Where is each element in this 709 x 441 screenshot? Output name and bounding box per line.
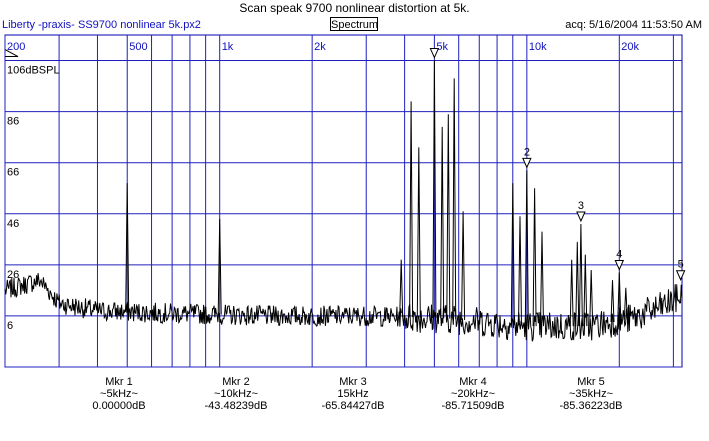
marker-triangle <box>675 270 686 281</box>
marker-value: -85.36223dB <box>559 400 623 412</box>
marker-number: 2 <box>524 146 530 158</box>
peak-line <box>578 223 583 327</box>
y-tick-label: 66 <box>7 167 19 179</box>
x-tick-label: 1k <box>222 41 234 53</box>
x-tick-label: 500 <box>129 41 147 53</box>
peak-line <box>569 259 574 327</box>
peak-line <box>589 269 594 326</box>
marker-triangle <box>576 211 586 223</box>
marker-triangle <box>614 260 625 271</box>
peak-line <box>540 231 544 327</box>
marker-frequency: ~35kHz~ <box>568 388 614 400</box>
peak-line <box>416 147 421 318</box>
peak-line <box>125 183 130 312</box>
x-tick-label: 10k <box>529 41 547 53</box>
x-tick-label: 5k <box>436 41 448 53</box>
peak-line <box>610 280 615 323</box>
marker-number: 3 <box>578 200 584 212</box>
peak-line <box>518 216 522 326</box>
spectrum-button[interactable]: Spectrum <box>330 17 379 31</box>
marker-frequency: ~20kHz~ <box>450 388 496 400</box>
marker-triangle <box>522 157 532 169</box>
peak-line <box>524 170 529 327</box>
marker-3-readout: Mkr 3 15kHz -65.84427dB <box>298 376 408 412</box>
marker-readouts: Mkr 1 ~5kHz~ 0.00000dB Mkr 2 ~10kHz~ -43… <box>0 376 709 436</box>
marker-value: 0.00000dB <box>92 400 146 412</box>
x-tick-label: 200 <box>7 41 25 53</box>
x-tick-label: 2k <box>314 41 326 53</box>
marker-frequency: ~10kHz~ <box>213 388 259 400</box>
file-name: SS9700 nonlinear 5k.px2 <box>78 19 201 31</box>
marker-number: 4 <box>616 249 622 261</box>
y-tick-label: 46 <box>7 218 19 230</box>
marker-label: Mkr 3 <box>339 376 367 388</box>
peak-line <box>446 114 451 319</box>
y-tick-label: 106dBSPL <box>7 65 60 77</box>
marker-label: Mkr 2 <box>222 376 250 388</box>
app-name: Liberty -praxis- <box>2 19 75 31</box>
marker-value: -65.84427dB <box>321 400 385 412</box>
chart-title: Scan speak 9700 nonlinear distortion at … <box>239 1 470 15</box>
marker-frequency: ~5kHz~ <box>100 388 138 400</box>
y-tick-label: 6 <box>7 320 13 332</box>
marker-triangle <box>429 48 440 59</box>
peak-line <box>452 78 457 320</box>
peak-line <box>399 259 404 318</box>
peak-line <box>409 101 414 318</box>
peak-line <box>532 188 537 327</box>
peak-line <box>617 272 622 321</box>
marker-2-readout: Mkr 2 ~10kHz~ -43.48239dB <box>181 376 291 412</box>
x-tick-label: 20k <box>621 41 639 53</box>
marker-frequency: 15kHz <box>337 388 369 400</box>
marker-number: 5 <box>678 259 684 271</box>
marker-label: Mkr 4 <box>459 376 487 388</box>
peak-line <box>440 126 445 319</box>
marker-label: Mkr 1 <box>105 376 133 388</box>
peak-line <box>510 183 515 325</box>
y-tick-label: 86 <box>7 116 19 128</box>
marker-1-readout: Mkr 1 ~5kHz~ 0.00000dB <box>64 376 174 412</box>
y-tick-label: 26 <box>7 269 19 281</box>
reference-level-arrow <box>4 49 19 58</box>
peak-line <box>461 211 466 321</box>
marker-value: -43.48239dB <box>204 400 268 412</box>
peak-line <box>575 241 580 327</box>
peak-line <box>583 254 588 327</box>
marker-value: -85.71509dB <box>441 400 505 412</box>
acquisition-timestamp: acq: 5/16/2004 11:53:50 AM <box>565 19 702 31</box>
peak-line <box>623 287 628 320</box>
peak-line <box>432 60 437 319</box>
marker-label: Mkr 5 <box>577 376 605 388</box>
noise-floor-trace <box>4 273 683 342</box>
marker-5-readout: Mkr 5 ~35kHz~ -85.36223dB <box>536 376 646 412</box>
marker-4-readout: Mkr 4 ~20kHz~ -85.71509dB <box>418 376 528 412</box>
peak-line <box>217 218 222 315</box>
